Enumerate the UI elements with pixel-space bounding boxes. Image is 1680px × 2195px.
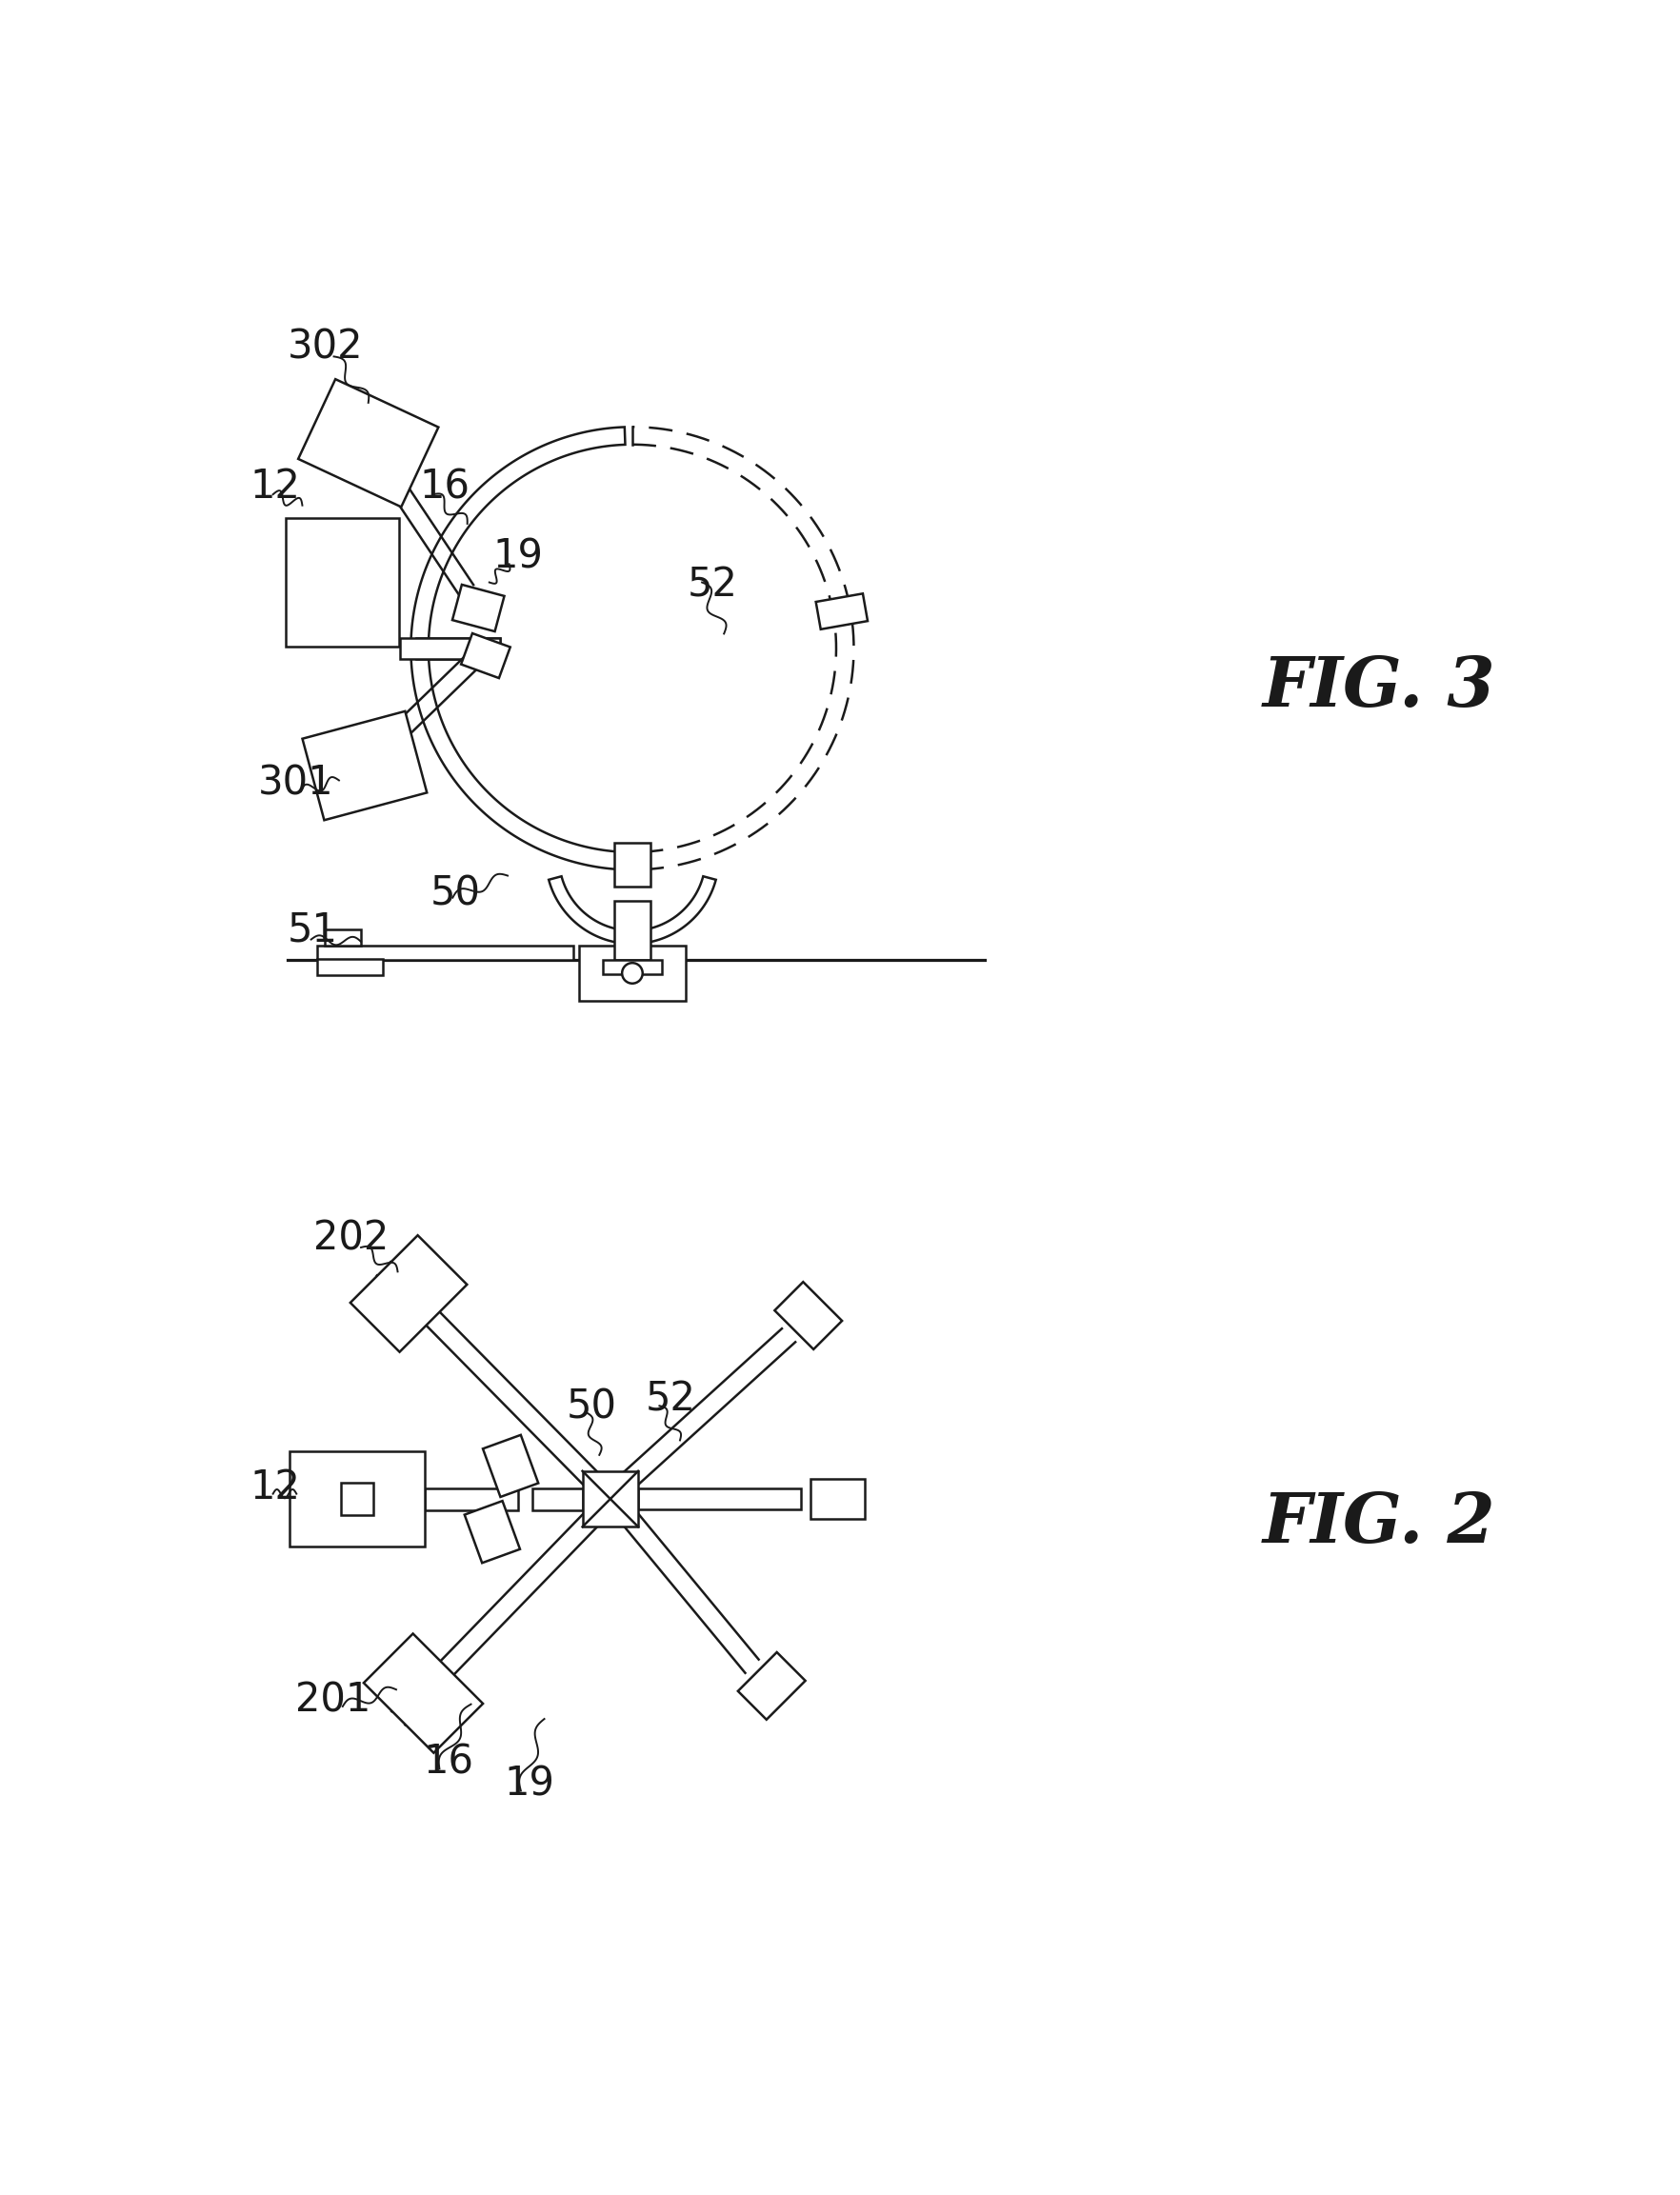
Text: 19: 19 xyxy=(504,1765,554,1804)
Polygon shape xyxy=(738,1653,805,1719)
Bar xyxy=(425,1488,517,1510)
Text: 16: 16 xyxy=(423,1743,474,1782)
Polygon shape xyxy=(452,584,504,632)
Bar xyxy=(415,639,501,658)
Circle shape xyxy=(622,964,642,983)
Polygon shape xyxy=(297,380,438,507)
Text: 52: 52 xyxy=(645,1378,696,1420)
Polygon shape xyxy=(810,1479,865,1519)
Text: 52: 52 xyxy=(687,566,738,606)
Polygon shape xyxy=(603,959,662,975)
Polygon shape xyxy=(482,1436,538,1497)
Bar xyxy=(583,1471,638,1528)
Polygon shape xyxy=(349,1236,467,1352)
Polygon shape xyxy=(363,1633,482,1754)
Text: 202: 202 xyxy=(312,1218,388,1258)
Polygon shape xyxy=(460,634,511,678)
Text: 201: 201 xyxy=(294,1679,370,1721)
Text: 50: 50 xyxy=(566,1387,617,1427)
Text: 302: 302 xyxy=(287,327,363,367)
Text: FIG. 3: FIG. 3 xyxy=(1262,654,1495,722)
Polygon shape xyxy=(289,1451,425,1547)
Bar xyxy=(318,946,573,959)
Text: 51: 51 xyxy=(287,911,338,950)
Text: 12: 12 xyxy=(249,468,299,507)
Bar xyxy=(400,639,501,658)
Text: 19: 19 xyxy=(492,536,543,577)
Polygon shape xyxy=(774,1282,842,1350)
Text: 50: 50 xyxy=(430,874,480,913)
Polygon shape xyxy=(410,428,640,869)
Polygon shape xyxy=(464,1501,519,1563)
Bar xyxy=(638,1488,801,1510)
Bar xyxy=(341,1484,373,1515)
Polygon shape xyxy=(580,946,685,1001)
Polygon shape xyxy=(815,593,867,630)
Bar xyxy=(533,1488,583,1510)
Polygon shape xyxy=(548,876,716,944)
Text: 12: 12 xyxy=(249,1468,299,1508)
Polygon shape xyxy=(302,711,427,821)
Bar xyxy=(318,959,383,975)
Text: 301: 301 xyxy=(259,764,334,803)
Text: 16: 16 xyxy=(420,468,470,507)
Polygon shape xyxy=(613,902,650,959)
Polygon shape xyxy=(613,843,650,887)
Polygon shape xyxy=(286,518,400,648)
Text: FIG. 2: FIG. 2 xyxy=(1262,1490,1495,1556)
Bar xyxy=(324,928,361,946)
